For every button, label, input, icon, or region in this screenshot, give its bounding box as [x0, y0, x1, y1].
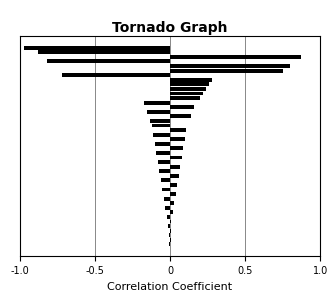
Bar	[156, 151, 170, 155]
Bar	[170, 82, 209, 86]
Bar	[170, 78, 212, 82]
Bar	[170, 183, 178, 187]
Bar	[153, 133, 170, 136]
Bar	[62, 73, 170, 77]
Bar	[170, 165, 181, 169]
Bar	[170, 156, 182, 159]
Bar	[152, 123, 170, 127]
Bar	[170, 96, 200, 100]
Bar	[158, 160, 170, 164]
Bar	[168, 224, 170, 228]
Bar	[170, 69, 282, 72]
Bar	[170, 229, 171, 232]
Bar	[169, 233, 170, 237]
Bar	[161, 179, 170, 182]
Bar	[145, 101, 170, 105]
Bar	[170, 87, 206, 91]
Bar	[170, 114, 191, 118]
Bar	[170, 220, 172, 224]
Bar	[165, 206, 170, 210]
Bar	[148, 110, 170, 114]
Bar	[170, 128, 186, 132]
Bar	[170, 238, 171, 242]
Bar	[170, 91, 203, 95]
Bar	[162, 187, 170, 191]
Bar	[170, 55, 301, 59]
Bar	[170, 210, 173, 214]
Bar	[170, 174, 179, 178]
Bar	[155, 142, 170, 146]
Bar	[24, 46, 170, 50]
Bar	[167, 215, 170, 219]
X-axis label: Correlation Coefficient: Correlation Coefficient	[107, 282, 233, 291]
Bar	[170, 146, 183, 150]
Bar	[170, 201, 175, 205]
Bar	[159, 169, 170, 173]
Bar	[170, 137, 185, 141]
Bar	[150, 119, 170, 123]
Bar	[164, 197, 170, 201]
Bar	[170, 64, 290, 68]
Title: Tornado Graph: Tornado Graph	[112, 21, 228, 35]
Bar	[170, 105, 194, 109]
Bar	[47, 60, 170, 63]
Bar	[38, 50, 170, 54]
Bar	[170, 192, 176, 196]
Bar	[169, 242, 170, 246]
